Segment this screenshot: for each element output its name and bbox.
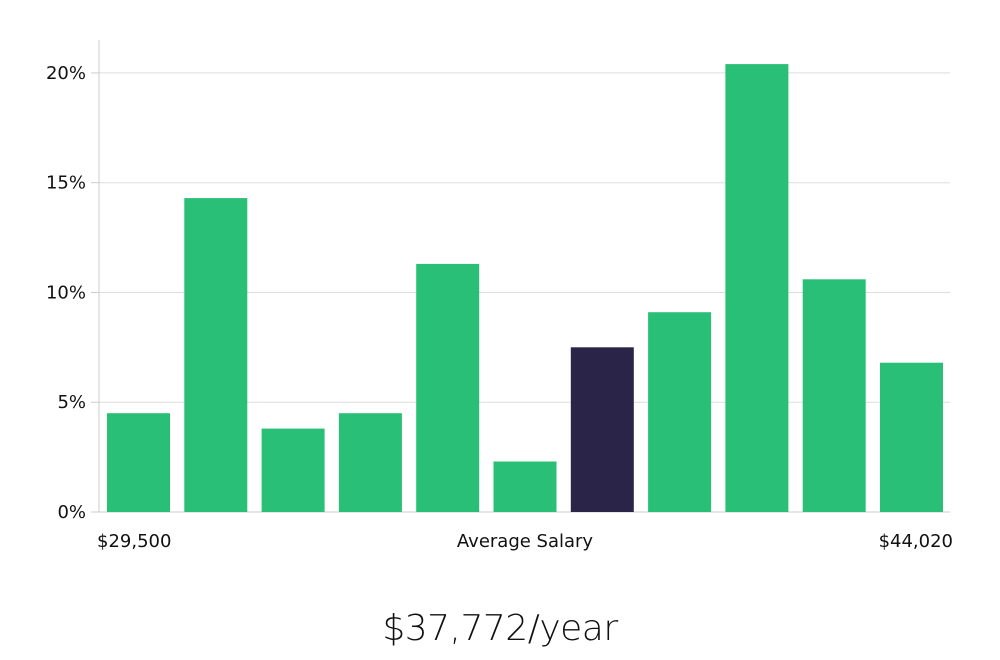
bar-11[interactable]	[880, 362, 943, 512]
salary-histogram-chart: 0% 5% 10% 15% 20% $29,500 Average Salary $44…	[46, 40, 953, 552]
bar-3[interactable]	[261, 428, 325, 512]
bar-highlight[interactable]	[570, 347, 634, 512]
bar-2[interactable]	[184, 198, 248, 512]
bar-10[interactable]	[802, 279, 866, 512]
bar-4[interactable]	[338, 413, 402, 512]
bar-6[interactable]	[493, 461, 557, 513]
bars	[107, 64, 943, 512]
x-max-label: $44,020	[879, 531, 953, 552]
y-tick-label-4: 20%	[46, 63, 86, 84]
bar-5[interactable]	[416, 263, 480, 512]
bar-9[interactable]	[725, 64, 789, 512]
bar-1[interactable]	[107, 413, 170, 512]
y-tick-label-1: 5%	[57, 392, 86, 413]
y-tick-label-2: 10%	[46, 282, 86, 303]
y-tick-label-3: 15%	[46, 173, 86, 194]
y-tick-label-0: 0%	[57, 502, 86, 523]
x-min-label: $29,500	[97, 531, 171, 552]
x-axis-title: Average Salary	[457, 531, 594, 552]
y-axis-ticks: 0% 5% 10% 15% 20%	[46, 63, 99, 523]
bar-8[interactable]	[648, 312, 712, 512]
average-salary-value: $37,772/year	[382, 608, 618, 649]
